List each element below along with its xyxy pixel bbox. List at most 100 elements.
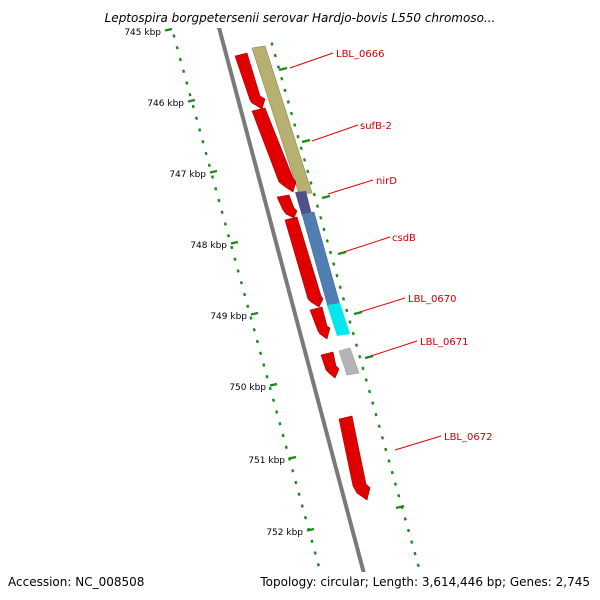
guide-dot	[194, 116, 199, 121]
guide-dot	[416, 563, 420, 568]
gene-callouts	[289, 52, 442, 451]
guide-dot	[310, 539, 314, 544]
guide-dot	[275, 410, 279, 414]
gene-segment-light-gray	[336, 588, 352, 600]
cds-arrow-LBL_0666	[234, 52, 266, 110]
ruler-minor-tick	[395, 504, 405, 510]
guide-dot	[306, 169, 310, 174]
gene-label-LBL_0670: LBL_0670	[408, 294, 456, 305]
guide-dot	[259, 351, 263, 356]
gene-label-LBL_0671: LBL_0671	[420, 337, 468, 348]
guide-dot	[315, 204, 320, 208]
callout-line-LBL_0672	[394, 435, 442, 451]
gene-label-sufB-2: sufB-2	[360, 121, 392, 132]
topology-summary: Topology: circular; Length: 3,614,446 bp…	[259, 575, 590, 589]
guide-dot	[182, 69, 186, 74]
gene-segment-purple	[295, 191, 312, 216]
guide-dot	[354, 343, 359, 347]
guide-dot	[207, 163, 211, 168]
cds-arrow-nirD	[276, 194, 298, 219]
guide-dot	[265, 374, 269, 379]
guide-dot	[309, 181, 313, 185]
ruler-major-tick	[209, 169, 218, 174]
guide-dot	[185, 81, 189, 85]
guide-dot	[397, 493, 401, 498]
guide-dot	[338, 285, 342, 290]
guide-dot	[294, 480, 298, 485]
guide-dot	[303, 515, 308, 520]
guide-dot	[214, 186, 218, 191]
guide-dot	[283, 88, 287, 93]
ruler-major-tick	[269, 382, 278, 387]
guide-dot	[316, 562, 320, 567]
guide-dot	[332, 262, 336, 266]
guide-dot	[293, 123, 297, 127]
gene-label-LBL_0672: LBL_0672	[444, 432, 492, 443]
cds-arrow-LBL_0672	[338, 415, 371, 501]
ruler-minor-tick	[364, 354, 374, 360]
cds-track	[234, 52, 371, 501]
guide-dot	[371, 401, 375, 405]
guide-dot	[291, 468, 295, 473]
ruler-label: 751 kbp	[248, 456, 285, 466]
guide-dot	[367, 389, 372, 394]
ruler-label: 745 kbp	[124, 28, 161, 38]
guide-dot	[262, 363, 266, 367]
guide-dot	[178, 57, 182, 62]
guide-dot	[236, 269, 240, 273]
callout-line-LBL_0671	[370, 340, 418, 357]
cds-arrow-sufB-2	[251, 107, 297, 193]
ruler-major-tick	[306, 527, 315, 532]
ruler-label: 749 kbp	[210, 312, 247, 322]
cds-arrow-LBL_0670	[309, 306, 331, 340]
guide-dot	[345, 308, 349, 313]
gene-segment-tan	[251, 45, 313, 195]
gene-label-csdB: csdB	[392, 233, 416, 244]
guide-dot	[172, 34, 176, 38]
gene-label-nirD: nirD	[376, 176, 397, 187]
callout-line-LBL_0670	[359, 297, 406, 313]
ruler-label: 747 kbp	[169, 170, 206, 180]
gene-segment-cyan	[327, 303, 350, 336]
cds-arrow-LBL_0671	[320, 351, 340, 379]
ruler-label: 746 kbp	[147, 99, 184, 109]
guide-dot	[239, 280, 243, 285]
guide-dot	[268, 386, 272, 391]
ruler-label: 750 kbp	[229, 383, 266, 393]
guide-dot	[335, 273, 339, 278]
ruler-minor-tick	[321, 194, 331, 200]
accession-text: Accession: NC_008508	[8, 575, 144, 589]
ruler-minor-tick	[278, 66, 288, 72]
ruler-major-tick	[250, 311, 259, 316]
guide-dot	[249, 316, 253, 320]
guide-dot	[278, 421, 282, 426]
guide-dot	[358, 354, 362, 359]
gene-labels: LBL_0666 sufB-2 nirD csdB LBL_0670 LBL_0…	[336, 49, 492, 443]
guide-dot	[328, 250, 333, 255]
map-area: 745 kbp 746 kbp 747 kbp 748 kbp 749 kbp …	[124, 28, 492, 600]
guide-dot	[319, 215, 323, 220]
ruler-minor-tick	[301, 138, 311, 144]
guide-dot	[233, 257, 237, 262]
ruler-major-tick	[187, 98, 196, 103]
guide-dot	[406, 528, 411, 533]
guide-dot	[393, 482, 398, 486]
guide-dot	[410, 540, 414, 544]
guide-dot	[276, 65, 281, 69]
guide-dot	[322, 227, 326, 232]
guide-dot	[175, 45, 179, 50]
callout-line-csdB	[343, 236, 391, 253]
ruler-minor-tick	[337, 250, 347, 256]
guide-dot	[255, 339, 259, 344]
ruler-labels: 745 kbp 746 kbp 747 kbp 748 kbp 749 kbp …	[124, 28, 303, 538]
guide-dot	[226, 233, 231, 238]
guide-dot	[348, 320, 352, 324]
guide-dot	[351, 331, 355, 336]
guide-dot	[273, 53, 277, 58]
ruler-major-tick	[230, 240, 239, 245]
ruler-minor-tick	[353, 310, 363, 316]
callout-line-LBL_0666	[289, 52, 334, 69]
guide-dot	[364, 378, 368, 382]
guide-dot	[210, 175, 215, 179]
